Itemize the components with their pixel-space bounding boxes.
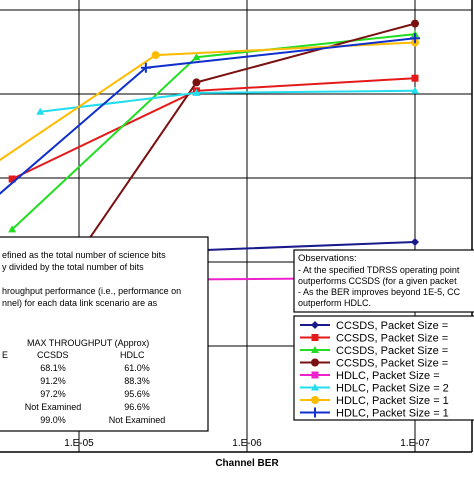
series-6: [36, 86, 419, 115]
observations-box: Observations:- At the specified TDRSS op…: [293, 249, 474, 313]
legend-marker: [311, 358, 319, 367]
legend-label: HDLC, Packet Size = 1: [336, 395, 449, 407]
observations-line: outperform HDLC.: [298, 298, 371, 308]
definition-box: efined as the total number of science bi…: [0, 236, 209, 432]
legend: CCSDS, Packet Size =CCSDS, Packet Size =…: [293, 315, 474, 421]
table-cell-ccsds: 99.0%: [40, 415, 66, 425]
definition-box-frame: [0, 236, 209, 432]
x-axis: 1.E-05 1.E-06 1.E-07 Channel BER: [64, 438, 430, 469]
definition-text-line: y divided by the total number of bits: [2, 262, 144, 272]
legend-item-6: HDLC, Packet Size = 2: [300, 383, 449, 395]
table-title: MAX THROUGHPUT (Approx): [27, 338, 149, 348]
legend-item-2: CCSDS, Packet Size =: [300, 333, 448, 345]
legend-label: HDLC, Packet Size = 2: [336, 383, 449, 395]
data-point: [8, 175, 16, 183]
data-point: [8, 225, 17, 233]
observations-frame: [293, 249, 474, 313]
data-point: [411, 86, 419, 94]
observations-line: - At the specified TDRSS operating point: [298, 265, 460, 275]
data-point: [411, 238, 419, 246]
observations-title: Observations:: [298, 253, 357, 264]
table-cell-hdlc: 96.6%: [124, 402, 150, 412]
legend-marker: [311, 383, 319, 391]
legend-marker: [311, 334, 319, 341]
table-col-header-ccsds: CCSDS: [37, 350, 69, 360]
table-cell-hdlc: 88.3%: [124, 376, 150, 386]
x-tick-label: 1.E-06: [232, 438, 262, 449]
data-point: [140, 62, 151, 73]
table-cell-hdlc: Not Examined: [109, 415, 166, 425]
legend-item-1: CCSDS, Packet Size =: [300, 320, 448, 332]
legend-item-8: HDLC, Packet Size = 1: [300, 407, 449, 420]
observations-line: - As the BER improves beyond 1E-5, CC: [298, 287, 461, 297]
table-row-header: E: [2, 350, 8, 360]
table-cell-ccsds: 68.1%: [40, 363, 66, 373]
data-point: [410, 33, 420, 44]
legend-label: CCSDS, Packet Size =: [336, 320, 448, 332]
legend-marker: [311, 321, 319, 329]
definition-text-line: hroughput performance (i.e., performance…: [2, 286, 181, 296]
x-axis-title: Channel BER: [215, 458, 279, 469]
x-tick-label: 1.E-07: [400, 438, 430, 449]
table-cell-hdlc: 61.0%: [124, 363, 150, 373]
legend-marker: [311, 396, 319, 404]
data-point: [151, 51, 160, 60]
observations-line: outperforms CCSDS (for a given packet: [298, 276, 457, 286]
legend-marker: [310, 407, 320, 418]
table-cell-ccsds: Not Examined: [25, 402, 82, 412]
legend-label: HDLC, Packet Size = 1: [336, 408, 449, 420]
definition-text-line: nnel) for each data link scenario are as: [2, 298, 158, 308]
definition-text-line: efined as the total number of science bi…: [2, 250, 166, 260]
x-tick-label: 1.E-05: [64, 438, 94, 449]
table-cell-ccsds: 97.2%: [40, 389, 66, 399]
table-col-header-hdlc: HDLC: [120, 350, 145, 360]
legend-label: CCSDS, Packet Size =: [336, 333, 448, 345]
legend-label: CCSDS, Packet Size =: [336, 358, 448, 370]
series-line: [0, 37, 416, 195]
legend-label: CCSDS, Packet Size =: [336, 345, 448, 357]
series-8: [0, 33, 420, 195]
data-point: [192, 78, 201, 87]
legend-item-5: HDLC, Packet Size =: [300, 370, 440, 382]
legend-marker: [311, 371, 319, 379]
data-point: [411, 74, 419, 82]
data-point: [411, 19, 419, 28]
data-point: [192, 88, 201, 96]
legend-item-7: HDLC, Packet Size = 1: [300, 395, 449, 407]
data-point: [36, 107, 45, 115]
legend-item-3: CCSDS, Packet Size =: [300, 345, 448, 357]
data-point: [192, 53, 201, 61]
legend-marker: [311, 346, 319, 353]
legend-label: HDLC, Packet Size =: [336, 370, 440, 382]
legend-item-4: CCSDS, Packet Size =: [300, 358, 448, 370]
table-cell-ccsds: 91.2%: [40, 376, 66, 386]
table-cell-hdlc: 95.6%: [124, 389, 150, 399]
legend-frame: [293, 315, 474, 421]
